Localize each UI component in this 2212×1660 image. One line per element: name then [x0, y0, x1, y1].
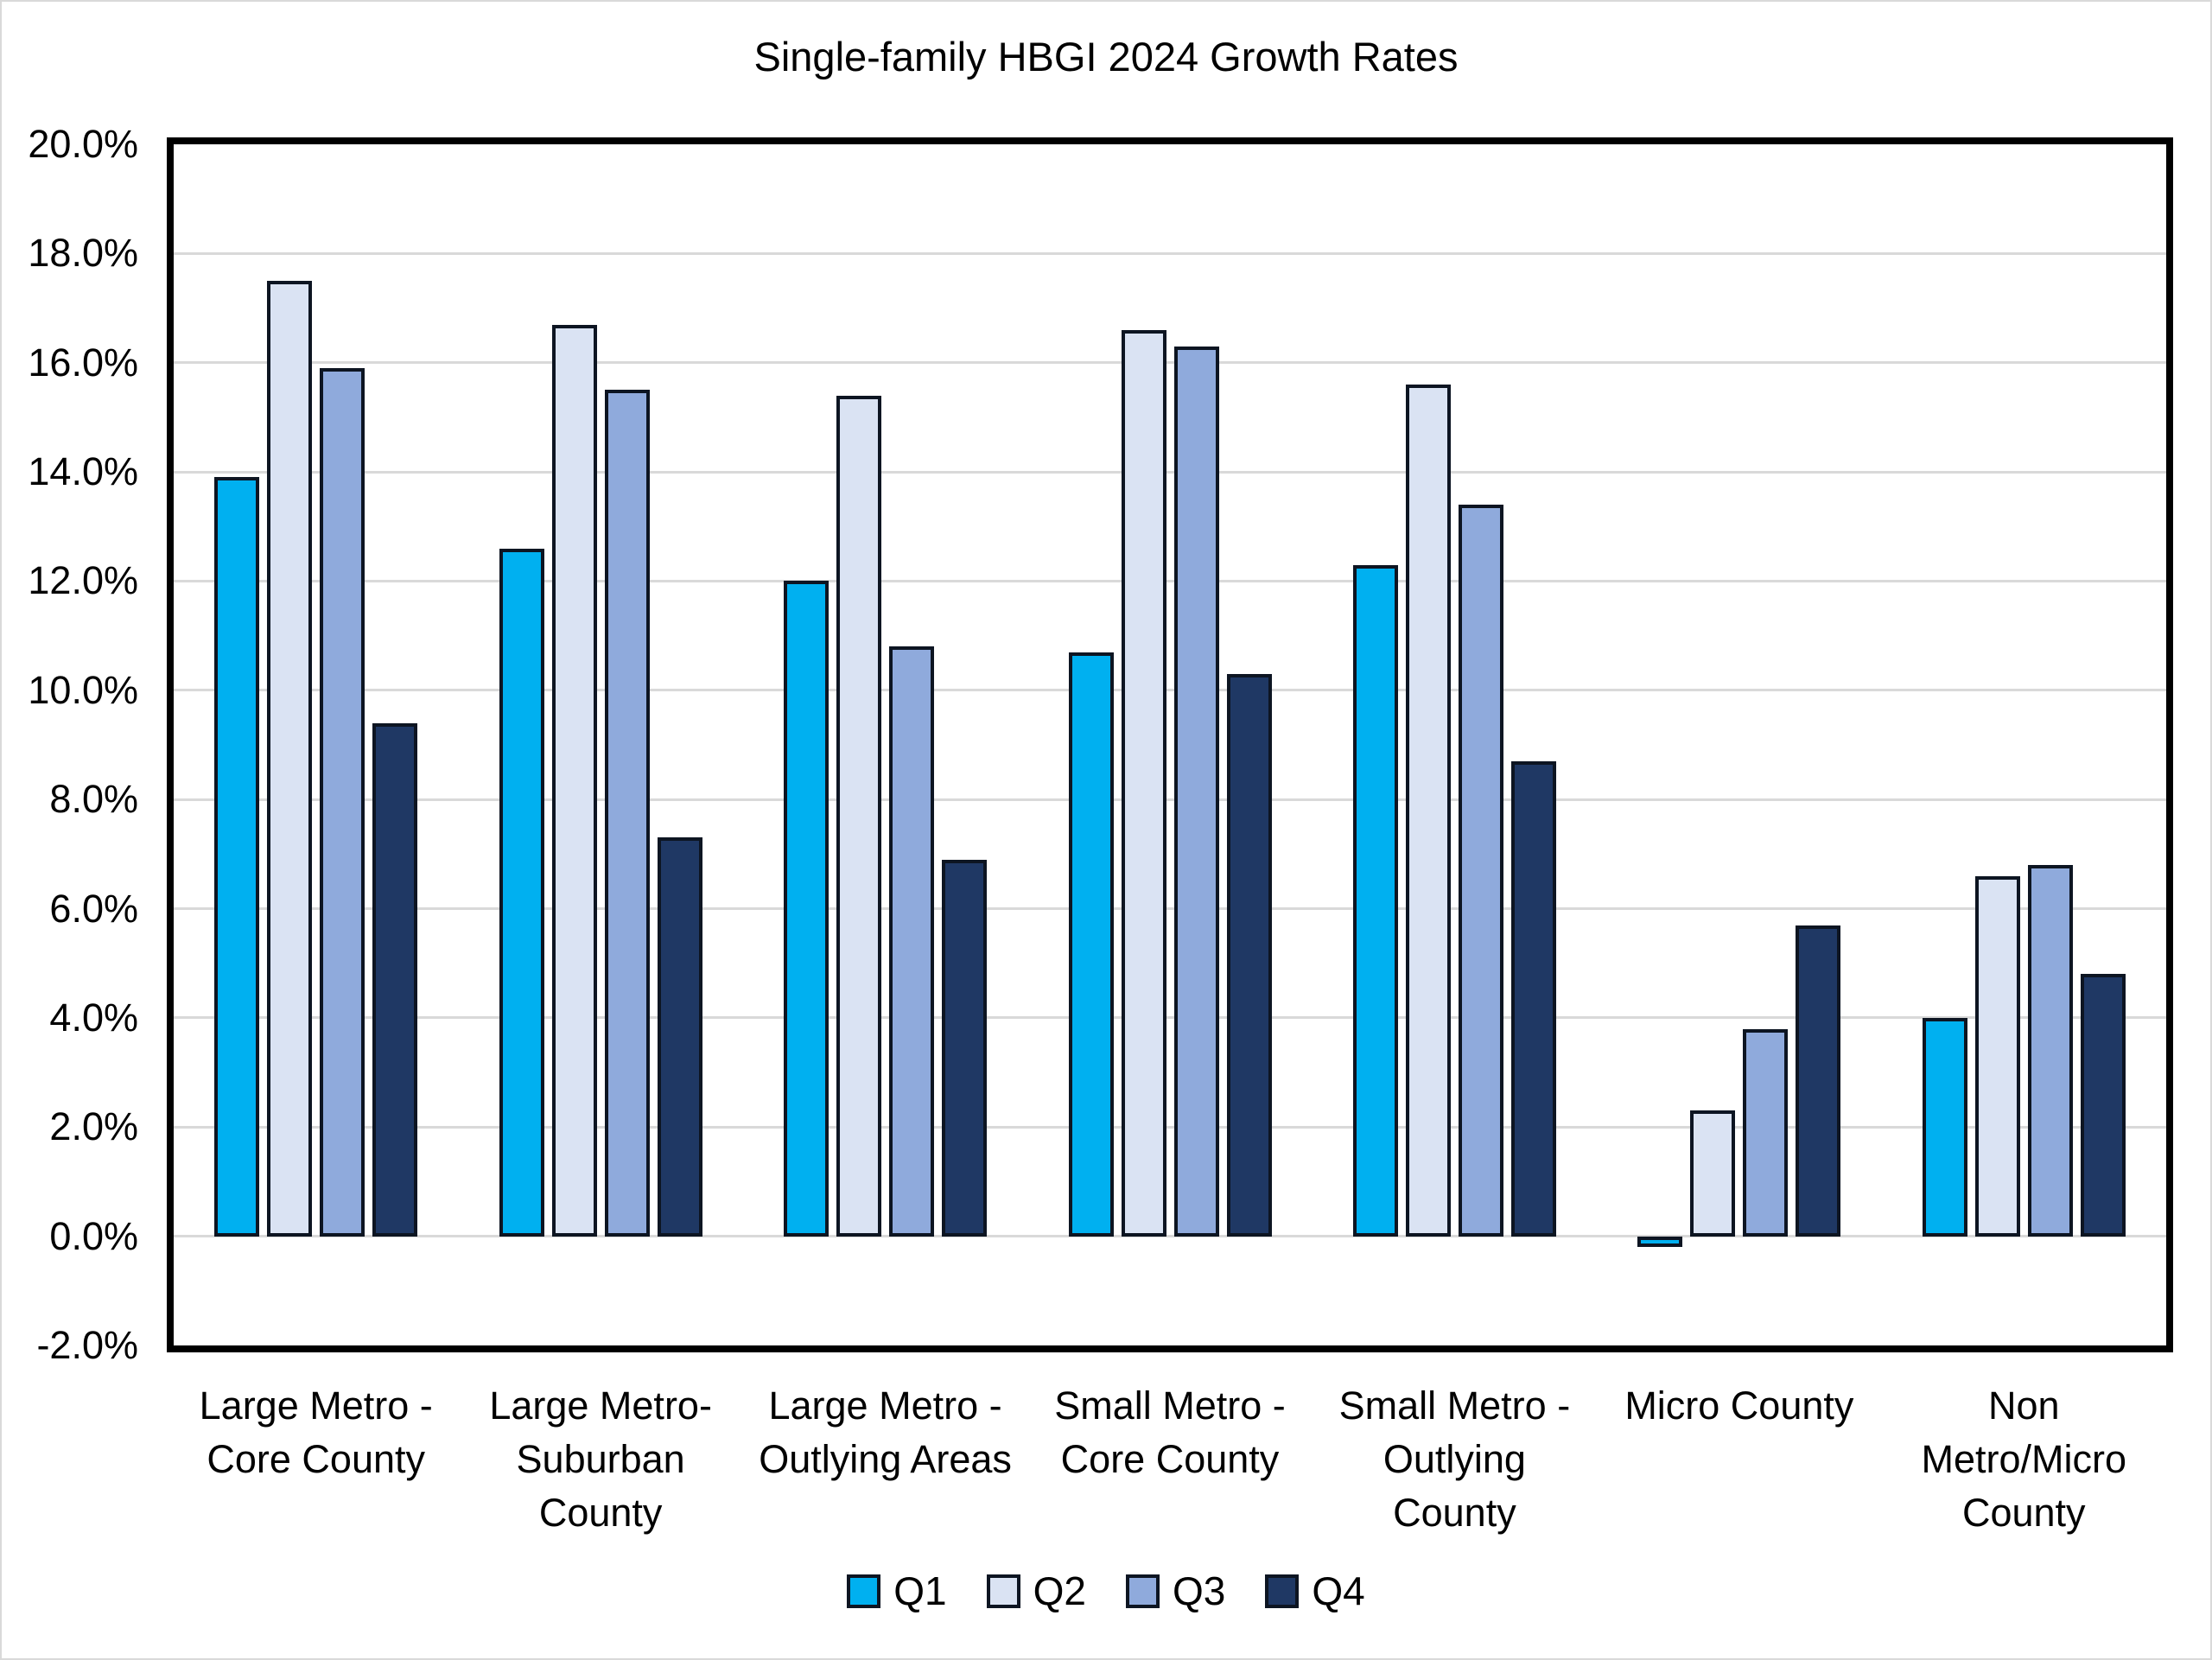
bar-q1-category-4: [1352, 564, 1398, 1237]
bar-q4-category-3: [1226, 673, 1272, 1237]
legend-swatch-icon: [1265, 1574, 1300, 1608]
y-axis-tick-label: -2.0%: [36, 1323, 138, 1367]
bar-q2-category-0: [267, 280, 313, 1237]
legend-item-q4: Q4: [1265, 1568, 1365, 1613]
x-axis-category-label: Large Metro - Core County: [199, 1383, 433, 1481]
bar-q1-category-3: [1068, 652, 1114, 1237]
bar-q4-category-0: [372, 722, 418, 1237]
gridline: [174, 470, 2166, 474]
y-axis-tick-label: 4.0%: [49, 995, 138, 1040]
x-axis-category-label: Small Metro - Core County: [1054, 1383, 1286, 1481]
gridline: [174, 1016, 2166, 1020]
bar-q3-category-5: [1743, 1028, 1789, 1237]
bar-q3-category-2: [889, 646, 935, 1237]
bar-q3-category-1: [604, 390, 650, 1237]
legend-swatch-icon: [986, 1574, 1020, 1608]
gridline: [174, 907, 2166, 911]
bar-q2-category-5: [1690, 1110, 1736, 1237]
chart-title: Single-family HBGI 2024 Growth Rates: [753, 34, 1459, 80]
gridline: [174, 361, 2166, 365]
bar-q3-category-6: [2027, 865, 2073, 1237]
legend-label: Q1: [893, 1568, 947, 1613]
bars-layer: [174, 144, 2166, 1345]
legend-swatch-icon: [847, 1574, 881, 1608]
bar-q4-category-4: [1510, 760, 1556, 1237]
x-axis-category-label: Micro County: [1624, 1383, 1854, 1428]
y-axis-tick-label: 16.0%: [28, 340, 138, 385]
x-axis-category-label: Small Metro - Outlying County: [1338, 1383, 1571, 1535]
gridlines-layer: [174, 144, 2166, 1345]
y-axis-tick-label: 10.0%: [28, 667, 138, 712]
bar-q1-category-0: [214, 477, 260, 1237]
legend-label: Q4: [1312, 1568, 1365, 1613]
x-axis-category-label: Non Metro/Micro County: [1921, 1383, 2127, 1535]
bar-q4-category-6: [2080, 974, 2126, 1237]
legend-item-q2: Q2: [986, 1568, 1086, 1613]
legend: Q1 Q2 Q3 Q4: [2, 1571, 2210, 1611]
legend-swatch-icon: [1126, 1574, 1160, 1608]
bar-q1-category-6: [1922, 1017, 1967, 1237]
bar-q4-category-1: [657, 837, 702, 1237]
bar-q2-category-1: [551, 324, 597, 1237]
legend-label: Q3: [1173, 1568, 1226, 1613]
y-axis-tick-label: 18.0%: [28, 231, 138, 276]
y-axis-tick-label: 20.0%: [28, 122, 138, 166]
gridline: [174, 798, 2166, 801]
bar-q2-category-2: [836, 395, 882, 1237]
gridline: [174, 1235, 2166, 1238]
y-axis-tick-label: 6.0%: [49, 886, 138, 931]
bar-q2-category-4: [1405, 385, 1451, 1237]
y-axis-tick-label: 12.0%: [28, 558, 138, 603]
bar-q4-category-2: [942, 859, 988, 1237]
bar-q2-category-6: [1974, 875, 2020, 1237]
bar-q2-category-3: [1121, 329, 1166, 1237]
y-axis-tick-label: 2.0%: [49, 1104, 138, 1149]
legend-item-q3: Q3: [1126, 1571, 1225, 1611]
bar-q1-category-5: [1637, 1236, 1683, 1248]
gridline: [174, 251, 2166, 255]
x-axis-category-label: Large Metro- Suburban County: [489, 1383, 712, 1535]
y-axis-tick-label: 14.0%: [28, 449, 138, 494]
x-axis-category-label: Large Metro - Outlying Areas: [759, 1383, 1012, 1481]
bar-q1-category-1: [499, 548, 544, 1237]
bar-q1-category-2: [784, 581, 830, 1237]
legend-item-q1: Q1: [847, 1568, 947, 1613]
gridline: [174, 689, 2166, 692]
bar-q3-category-0: [320, 368, 365, 1237]
bar-q3-category-3: [1173, 346, 1219, 1237]
gridline: [174, 1125, 2166, 1129]
plot-area: [167, 137, 2173, 1352]
y-axis-tick-label: 8.0%: [49, 777, 138, 822]
y-axis-tick-label: 0.0%: [49, 1213, 138, 1258]
gridline: [174, 579, 2166, 582]
legend-label: Q2: [1033, 1568, 1086, 1613]
bar-q4-category-5: [1796, 925, 1841, 1237]
bar-q3-category-4: [1458, 505, 1503, 1237]
